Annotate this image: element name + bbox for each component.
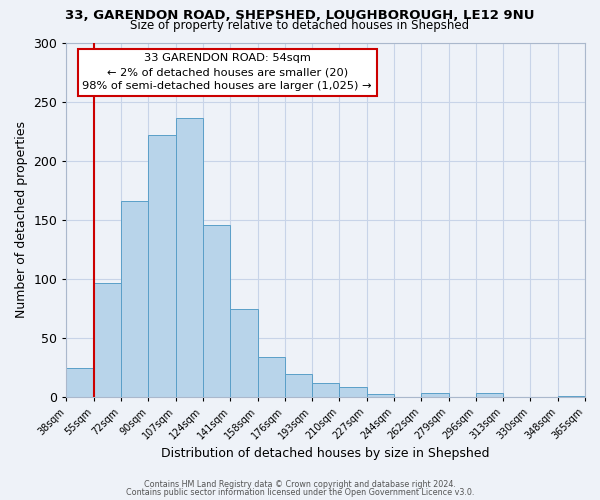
X-axis label: Distribution of detached houses by size in Shepshed: Distribution of detached houses by size …	[161, 447, 490, 460]
Text: 33 GARENDON ROAD: 54sqm
← 2% of detached houses are smaller (20)
98% of semi-det: 33 GARENDON ROAD: 54sqm ← 2% of detached…	[82, 53, 372, 91]
Bar	[121, 201, 148, 398]
Text: Contains HM Land Registry data © Crown copyright and database right 2024.: Contains HM Land Registry data © Crown c…	[144, 480, 456, 489]
Bar	[148, 135, 176, 398]
Bar	[67, 368, 94, 398]
Bar	[94, 282, 121, 398]
Text: 33, GARENDON ROAD, SHEPSHED, LOUGHBOROUGH, LE12 9NU: 33, GARENDON ROAD, SHEPSHED, LOUGHBOROUG…	[65, 9, 535, 22]
Bar	[340, 387, 367, 398]
Bar	[176, 118, 203, 398]
Text: Size of property relative to detached houses in Shepshed: Size of property relative to detached ho…	[130, 18, 470, 32]
Text: Contains public sector information licensed under the Open Government Licence v3: Contains public sector information licen…	[126, 488, 474, 497]
Bar	[312, 383, 340, 398]
Bar	[230, 308, 257, 398]
Bar	[285, 374, 312, 398]
Bar	[257, 357, 285, 398]
Bar	[558, 396, 585, 398]
Y-axis label: Number of detached properties: Number of detached properties	[15, 122, 28, 318]
Bar	[421, 392, 449, 398]
Bar	[203, 224, 230, 398]
Bar	[367, 394, 394, 398]
Bar	[476, 392, 503, 398]
